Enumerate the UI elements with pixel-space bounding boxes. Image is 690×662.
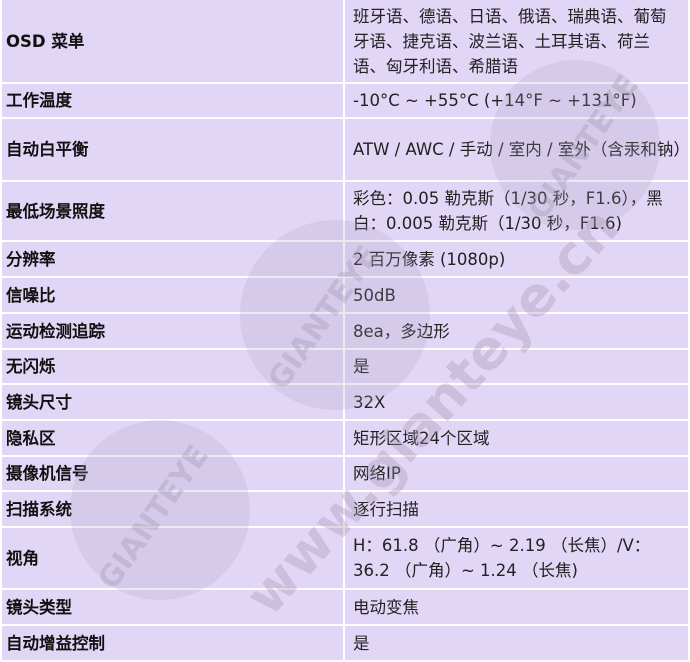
spec-row: 扫描系统 逐行扫描	[0, 490, 690, 528]
spec-row: 镜头类型 电动变焦	[0, 588, 690, 626]
spec-value: 32X	[343, 383, 690, 421]
spec-value: 班牙语、德语、日语、俄语、瑞典语、葡萄牙语、捷克语、波兰语、土耳其语、荷兰语、匈…	[343, 0, 690, 84]
spec-label: 扫描系统	[0, 490, 345, 528]
spec-value: 矩形区域24个区域	[343, 419, 690, 457]
spec-value: ATW / AWC / 手动 / 室内 / 室外（含汞和钠）	[343, 117, 690, 182]
spec-label: 分辨率	[0, 240, 345, 278]
spec-row: 分辨率 2 百万像素 (1080p)	[0, 240, 690, 278]
spec-value: 2 百万像素 (1080p)	[343, 240, 690, 278]
spec-value: 50dB	[343, 276, 690, 314]
spec-row: 隐私区 矩形区域24个区域	[0, 419, 690, 457]
spec-label: 信噪比	[0, 276, 345, 314]
spec-label: 工作温度	[0, 82, 345, 119]
spec-row: 自动白平衡 ATW / AWC / 手动 / 室内 / 室外（含汞和钠）	[0, 117, 690, 182]
spec-row: 自动增益控制是	[0, 624, 690, 662]
spec-label: 运动检测追踪	[0, 312, 345, 350]
spec-value: H：61.8 （广角）~ 2.19 （长焦）/V：36.2 （广角）~ 1.24…	[343, 526, 690, 590]
spec-label: 镜头尺寸	[0, 383, 345, 421]
spec-value: 是	[343, 624, 690, 662]
spec-label: 隐私区	[0, 419, 345, 457]
spec-label: OSD 菜单	[0, 0, 345, 84]
spec-value: 8ea，多边形	[343, 312, 690, 350]
spec-label: 摄像机信号	[0, 455, 345, 492]
spec-row: OSD 菜单 班牙语、德语、日语、俄语、瑞典语、葡萄牙语、捷克语、波兰语、土耳其语…	[0, 0, 690, 84]
spec-label: 镜头类型	[0, 588, 345, 626]
spec-row: 无闪烁是	[0, 348, 690, 385]
spec-value: 电动变焦	[343, 588, 690, 626]
spec-label: 最低场景照度	[0, 180, 345, 242]
spec-value: 网络IP	[343, 455, 690, 492]
spec-label: 无闪烁	[0, 348, 345, 385]
spec-row: 视角 H：61.8 （广角）~ 2.19 （长焦）/V：36.2 （广角）~ 1.…	[0, 526, 690, 590]
spec-row: 最低场景照度 彩色：0.05 勒克斯（1/30 秒，F1.6），黑白：0.005 …	[0, 180, 690, 242]
spec-value: 彩色：0.05 勒克斯（1/30 秒，F1.6），黑白：0.005 勒克斯（1/…	[343, 180, 690, 242]
spec-row: 摄像机信号 网络IP	[0, 455, 690, 492]
spec-value: -10°C ~ +55°C (+14°F ~ +131°F)	[343, 82, 690, 119]
spec-label: 视角	[0, 526, 345, 590]
spec-row: 运动检测追踪 8ea，多边形	[0, 312, 690, 350]
spec-row: 信噪比 50dB	[0, 276, 690, 314]
spec-row: 镜头尺寸 32X	[0, 383, 690, 421]
spec-label: 自动白平衡	[0, 117, 345, 182]
spec-row: 工作温度 -10°C ~ +55°C (+14°F ~ +131°F)	[0, 82, 690, 119]
spec-value: 逐行扫描	[343, 490, 690, 528]
spec-label: 自动增益控制	[0, 624, 345, 662]
spec-value: 是	[343, 348, 690, 385]
